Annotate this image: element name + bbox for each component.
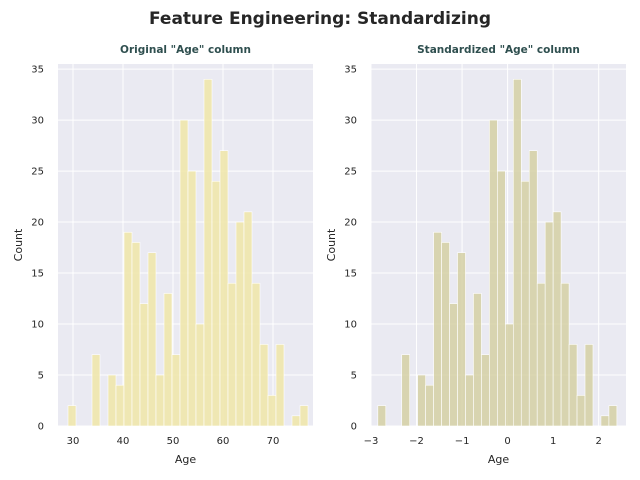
histogram-bar (401, 354, 411, 427)
histogram-bar (251, 282, 261, 427)
histogram-bar (123, 231, 133, 427)
histogram-bar (584, 344, 594, 427)
histogram-bar (457, 252, 466, 427)
histogram-bar (147, 252, 157, 427)
histogram-bar (377, 405, 387, 427)
histogram-bar (497, 170, 506, 427)
histogram-bar (299, 405, 309, 427)
y-tick-label: 10 (31, 320, 44, 331)
histogram-bar (568, 344, 578, 427)
x-tick-label: 2 (595, 436, 601, 447)
histogram-bar (425, 384, 434, 427)
x-tick-label: −1 (455, 436, 470, 447)
y-tick-label: 25 (31, 167, 44, 178)
y-tick-label: 5 (38, 371, 44, 382)
histogram-bar (211, 180, 221, 427)
histogram-bar (139, 303, 149, 427)
histogram-bar (203, 78, 213, 427)
histogram-bar (576, 395, 586, 427)
x-tick-label: 70 (267, 436, 280, 447)
histogram-bar (528, 150, 538, 427)
y-tick-label: 25 (344, 167, 357, 178)
histogram-bar (489, 119, 498, 427)
histogram-bar (107, 374, 117, 427)
histogram-bar (91, 354, 101, 427)
x-tick-label: 40 (117, 436, 130, 447)
y-tick-label: 15 (31, 269, 44, 280)
histogram-bar (267, 395, 277, 427)
histogram-bar (520, 180, 530, 427)
histogram-bar (481, 354, 490, 427)
histogram-bar (505, 323, 514, 427)
y-tick-label: 35 (344, 65, 357, 76)
panel-standardized-age: 0 5 10 15 20 25 30 35 −3 −2 −1 0 1 2 Standardized "Age… (325, 44, 626, 466)
x-axis-label: Age (488, 453, 510, 466)
histogram-bar (600, 415, 610, 427)
histogram-bar (465, 374, 474, 427)
panel-original-age: 0 5 10 15 20 25 30 35 30 40 50 60 70 Original "Age" c… (12, 44, 313, 466)
histogram-bar (473, 293, 482, 427)
histogram-bar (235, 221, 245, 427)
y-tick-label: 20 (344, 218, 357, 229)
panel-title: Standardized "Age" column (417, 44, 580, 56)
histogram-bar (155, 374, 165, 427)
y-tick-label: 30 (344, 116, 357, 127)
histogram-bar (433, 231, 442, 427)
x-tick-label: 50 (167, 436, 180, 447)
histogram-bar (291, 415, 301, 427)
figure-suptitle: Feature Engineering: Standardizing (149, 9, 491, 29)
y-tick-label: 15 (344, 269, 357, 280)
histogram-bar (219, 150, 229, 427)
histogram-bar (227, 282, 237, 427)
histogram-bar (259, 344, 269, 427)
histogram-bar (512, 78, 522, 427)
y-tick-label: 30 (31, 116, 44, 127)
histogram-bar (67, 405, 77, 427)
histogram-bar (608, 405, 618, 427)
histogram-bar (275, 344, 285, 427)
x-axis-label: Age (175, 453, 197, 466)
histogram-bar (187, 170, 197, 427)
x-tick-label: 60 (217, 436, 230, 447)
y-tick-label: 20 (31, 218, 44, 229)
histogram-bar (195, 323, 205, 427)
x-tick-label: 0 (504, 436, 510, 447)
histogram-bar (560, 282, 570, 427)
y-tick-label: 5 (351, 371, 357, 382)
histogram-bar (171, 354, 181, 427)
histogram-bar (243, 211, 253, 427)
panel-title: Original "Age" column (120, 44, 251, 56)
x-tick-label: −2 (409, 436, 424, 447)
histogram-bar (163, 293, 173, 427)
histogram-bar (115, 384, 125, 427)
y-axis-label: Count (325, 228, 338, 261)
histogram-bar (552, 211, 562, 427)
histogram-bar (449, 303, 458, 427)
histogram-bar (131, 242, 141, 427)
y-axis-label: Count (12, 228, 25, 261)
y-tick-label: 10 (344, 320, 357, 331)
histogram-bar (417, 374, 426, 427)
histogram-bar (536, 282, 546, 427)
histogram-bar (441, 242, 450, 427)
y-tick-label: 0 (351, 422, 357, 433)
y-tick-label: 35 (31, 65, 44, 76)
y-tick-label: 0 (38, 422, 44, 433)
x-tick-label: 30 (67, 436, 80, 447)
x-tick-label: −3 (364, 436, 379, 447)
x-tick-label: 1 (550, 436, 556, 447)
histogram-bar (179, 119, 189, 427)
histogram-bar (544, 221, 554, 427)
